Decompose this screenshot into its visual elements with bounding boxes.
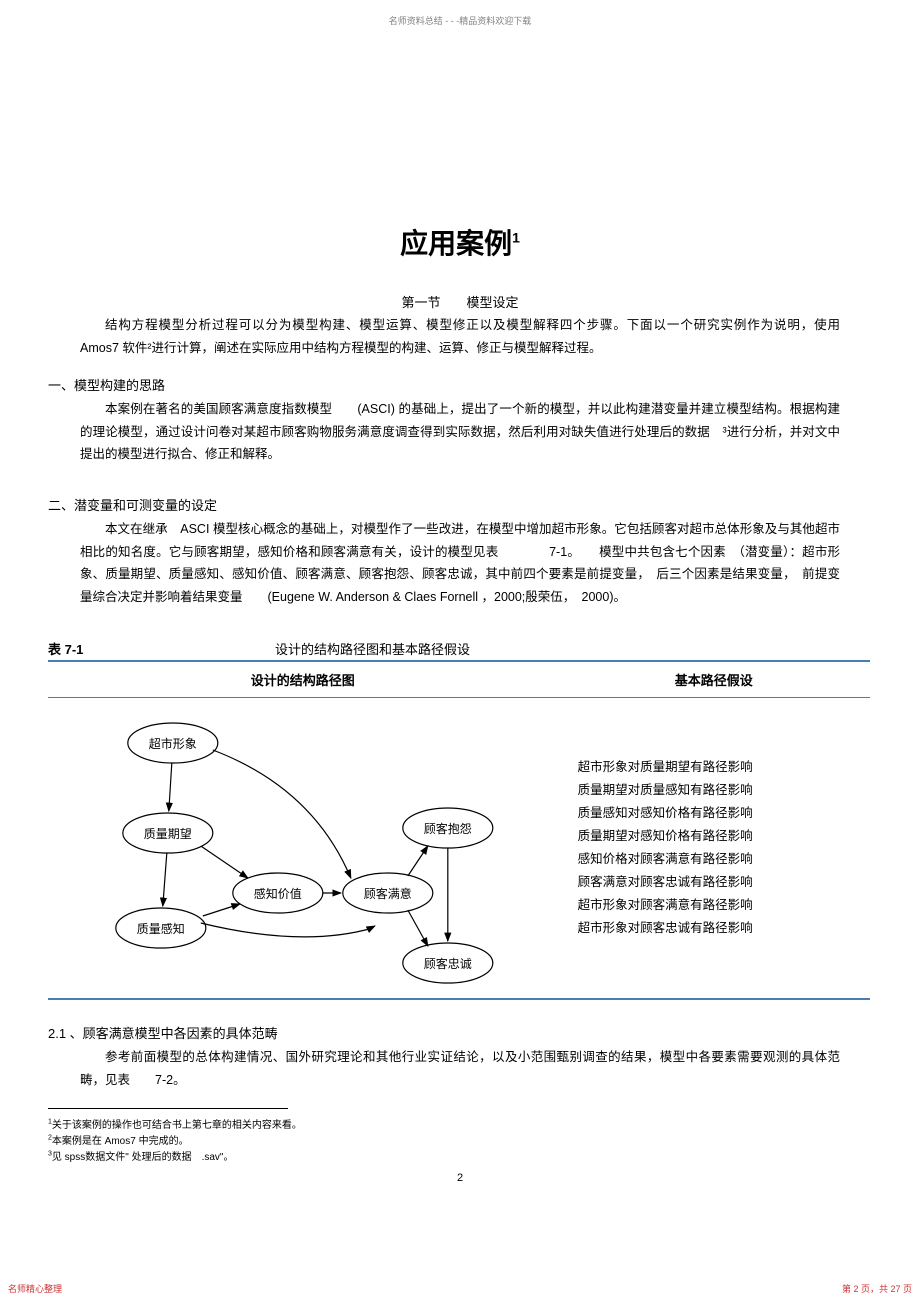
hypothesis-item: 质量期望对感知价格有路径影响 (578, 825, 870, 848)
arrow-satisfy-to-complain (408, 846, 428, 876)
heading-latent-variables: 二、潜变量和可测变量的设定 (48, 494, 217, 517)
section-title: 第一节 模型设定 (0, 292, 920, 311)
heading-model-construction: 一、模型构建的思路 (48, 374, 165, 397)
arrow-image-to-expect (169, 763, 172, 811)
arrow-satisfy-to-loyalty (408, 910, 428, 946)
factor-scope-paragraph: 参考前面模型的总体构建情况、国外研究理论和其他行业实证结论，以及小范围甄别调查的… (80, 1046, 840, 1091)
page-number: 2 (0, 1172, 920, 1184)
label-quality-expect: 质量期望 (144, 827, 192, 841)
table-body-row: 超市形象 质量期望 质量感知 感知价值 顾客满意 顾客抱怨 顾客忠诚 (48, 698, 870, 998)
table-label: 表 7-1 (48, 638, 83, 661)
hypothesis-item: 质量感知对感知价格有路径影响 (578, 802, 870, 825)
hypothesis-item: 超市形象对质量期望有路径影响 (578, 756, 870, 779)
latent-variables-paragraph: 本文在继承 ASCI 模型核心概念的基础上，对模型作了一些改进，在模型中增加超市… (80, 518, 840, 608)
hypothesis-item: 顾客满意对顾客忠诚有路径影响 (578, 871, 870, 894)
path-diagram-cell: 超市形象 质量期望 质量感知 感知价值 顾客满意 顾客抱怨 顾客忠诚 (48, 698, 558, 998)
hypothesis-item: 感知价格对顾客满意有路径影响 (578, 848, 870, 871)
footnote-2: 2本案例是在 Amos7 中完成的。 (48, 1132, 189, 1147)
intro-paragraph: 结构方程模型分析过程可以分为模型构建、模型运算、模型修正以及模型解释四个步骤。下… (80, 314, 840, 359)
path-diagram-table: 设计的结构路径图 基本路径假设 超市形象 质量期望 质量感知 (48, 660, 870, 1000)
label-customer-loyalty: 顾客忠诚 (424, 956, 472, 971)
hypothesis-item: 超市形象对顾客满意有路径影响 (578, 894, 870, 917)
label-customer-satisfy: 顾客满意 (364, 886, 412, 901)
arrow-expect-to-value (201, 846, 248, 878)
main-title: 应用案例1 (0, 222, 920, 262)
hypothesis-item: 质量期望对质量感知有路径影响 (578, 779, 870, 802)
footnote-1: 1关于该案例的操作也可结合书上第七章的相关内容来看。 (48, 1116, 302, 1131)
table-header-row: 设计的结构路径图 基本路径假设 (48, 662, 870, 698)
table-header-left: 设计的结构路径图 (48, 662, 558, 697)
label-customer-complain: 顾客抱怨 (424, 821, 472, 836)
heading-factor-scope: 2.1 、顾客满意模型中各因素的具体范畴 (48, 1022, 278, 1045)
footer-right: 第 2 页，共 27 页 (842, 1282, 912, 1295)
footnote-rule (48, 1108, 288, 1109)
table-header-right: 基本路径假设 (558, 662, 870, 697)
label-quality-percept: 质量感知 (137, 921, 185, 936)
table-caption: 设计的结构路径图和基本路径假设 (275, 638, 470, 661)
path-diagram-svg: 超市形象 质量期望 质量感知 感知价值 顾客满意 顾客抱怨 顾客忠诚 (48, 698, 558, 998)
footnote-3: 3见 spss数据文件" 处理后的数据 .sav"。 (48, 1148, 233, 1163)
hypothesis-cell: 超市形象对质量期望有路径影响 质量期望对质量感知有路径影响 质量感知对感知价格有… (558, 698, 870, 998)
header-text: 名师资料总结 - - -精品资料欢迎下载 (0, 14, 920, 27)
footer-left: 名师精心整理 (8, 1282, 62, 1295)
hypothesis-item: 超市形象对顾客忠诚有路径影响 (578, 917, 870, 940)
curve-percept-to-satisfy (201, 923, 373, 937)
arrow-image-to-satisfy (213, 750, 351, 878)
arrow-expect-to-percept (163, 853, 167, 906)
model-construction-paragraph: 本案例在著名的美国顾客满意度指数模型 (ASCI) 的基础上，提出了一个新的模型… (80, 398, 840, 466)
label-perceived-value: 感知价值 (254, 886, 302, 901)
arrow-percept-to-value (203, 904, 240, 916)
label-supermarket-image: 超市形象 (149, 736, 197, 751)
